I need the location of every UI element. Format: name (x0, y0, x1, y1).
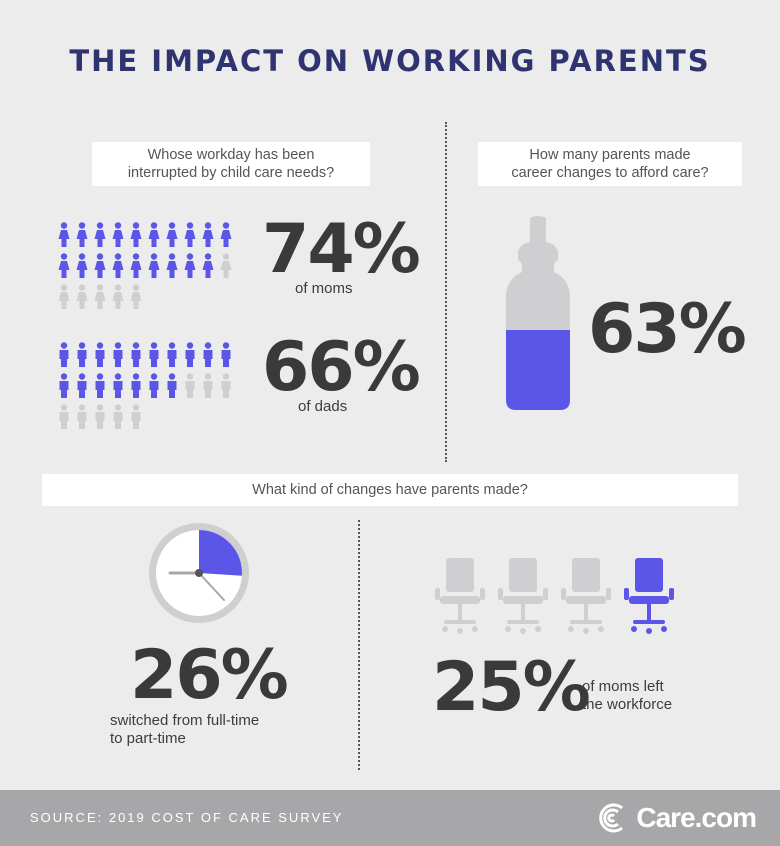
left-line1: of moms left (582, 678, 664, 695)
clock-fill-wedge (199, 530, 243, 576)
footer-bar: SOURCE: 2019 COST OF CARE SURVEY Care.co… (0, 790, 780, 846)
dad-figure-filled (185, 342, 195, 367)
dad-figure-empty (113, 404, 123, 429)
bottle-fill (506, 330, 570, 410)
mom-figure-empty (58, 284, 70, 309)
dad-figure-filled (59, 373, 69, 398)
mom-figure-filled (112, 253, 124, 278)
mom-figure-filled (202, 222, 214, 247)
mom-figure-filled (184, 222, 196, 247)
dad-figure-filled (131, 342, 141, 367)
source-text: SOURCE: 2019 COST OF CARE SURVEY (30, 810, 344, 825)
mom-figure-filled (130, 222, 142, 247)
mom-figure-empty (94, 284, 106, 309)
dads-percent: 66% (262, 328, 421, 407)
dad-figure-empty (221, 373, 231, 398)
mom-figure-empty (130, 284, 142, 309)
parttime-label: switched from full-time to part-time (110, 712, 259, 748)
mom-figure-filled (166, 253, 178, 278)
mom-figure-filled (184, 253, 196, 278)
dad-figure-filled (77, 342, 87, 367)
career-percent: 63% (588, 290, 747, 369)
dad-figure-empty (131, 404, 141, 429)
mom-figure-filled (58, 253, 70, 278)
mom-figure-empty (112, 284, 124, 309)
dad-figure-filled (149, 342, 159, 367)
dad-figure-filled (131, 373, 141, 398)
question-changes: What kind of changes have parents made? (42, 474, 738, 506)
mom-figure-filled (148, 253, 160, 278)
bottle-icon (506, 216, 570, 410)
question-career-line1: How many parents made (529, 147, 691, 163)
dad-figure-empty (77, 404, 87, 429)
mom-figure-filled (202, 253, 214, 278)
parttime-line1: switched from full-time (110, 712, 260, 729)
dad-figure-filled (167, 373, 177, 398)
mom-figure-empty (220, 253, 232, 278)
mom-figure-filled (112, 222, 124, 247)
mom-figure-filled (130, 253, 142, 278)
office-chair-icon-empty (435, 558, 485, 634)
care-logo[interactable]: Care.com (596, 798, 757, 838)
dad-figure-empty (95, 404, 105, 429)
mom-figure-filled (220, 222, 232, 247)
mom-figure-filled (148, 222, 160, 247)
dads-pictogram (59, 342, 231, 429)
left-label: of moms left the workforce (582, 678, 672, 714)
clock-icon (149, 523, 249, 623)
dad-figure-empty (203, 373, 213, 398)
dad-figure-filled (113, 342, 123, 367)
care-logo-icon (599, 803, 624, 833)
care-logo-text: Care.com (636, 802, 757, 833)
mom-figure-filled (94, 222, 106, 247)
divider-top (445, 122, 447, 462)
dad-figure-filled (149, 373, 159, 398)
mom-figure-filled (58, 222, 70, 247)
mom-figure-filled (94, 253, 106, 278)
dad-figure-filled (95, 373, 105, 398)
question-career: How many parents made career changes to … (478, 142, 742, 186)
moms-percent: 74% (262, 210, 421, 289)
question-interrupted: Whose workday has been interrupted by ch… (92, 142, 370, 186)
chairs-pictogram (435, 558, 674, 634)
dad-figure-empty (59, 404, 69, 429)
office-chair-icon-empty (498, 558, 548, 634)
dad-figure-filled (167, 342, 177, 367)
dad-figure-filled (221, 342, 231, 367)
dads-label: of dads (298, 398, 348, 415)
mom-figure-filled (76, 222, 88, 247)
mom-figure-filled (76, 253, 88, 278)
dad-figure-filled (203, 342, 213, 367)
moms-label: of moms (295, 280, 353, 297)
office-chair-icon-filled (624, 558, 674, 634)
question-career-line2: career changes to afford care? (511, 165, 709, 181)
dad-figure-filled (77, 373, 87, 398)
parttime-line2: to part-time (110, 730, 186, 747)
divider-bottom (358, 520, 360, 770)
moms-pictogram (58, 222, 232, 309)
left-percent: 25% (432, 648, 591, 727)
page-title: THE IMPACT ON WORKING PARENTS (69, 44, 711, 78)
office-chair-icon-empty (561, 558, 611, 634)
dad-figure-filled (113, 373, 123, 398)
question-interrupted-line2: interrupted by child care needs? (127, 165, 335, 181)
mom-figure-empty (76, 284, 88, 309)
dad-figure-empty (185, 373, 195, 398)
dad-figure-filled (59, 342, 69, 367)
dad-figure-filled (95, 342, 105, 367)
parttime-percent: 26% (130, 636, 289, 715)
question-changes-text: What kind of changes have parents made? (252, 482, 528, 498)
mom-figure-filled (166, 222, 178, 247)
left-line2: the workforce (582, 696, 673, 713)
question-interrupted-line1: Whose workday has been (147, 147, 315, 163)
